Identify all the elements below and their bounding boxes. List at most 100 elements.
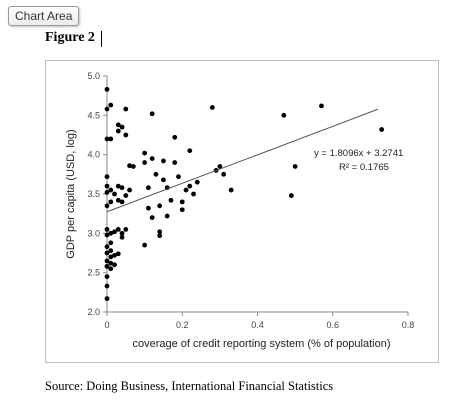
data-point [145,205,151,211]
data-point [221,171,227,177]
data-point [161,158,166,164]
chart-area-button[interactable]: Chart Area [8,6,80,26]
y-tick-label: 3.0 [87,228,100,238]
data-point [157,233,163,239]
data-point [115,122,121,128]
data-point [281,112,287,118]
data-points [104,86,385,302]
data-point [104,190,110,195]
data-point [149,156,155,161]
data-point [292,164,298,169]
data-point [115,128,121,134]
data-point [142,242,148,248]
trendline-equation: y = 1.8096x + 3.2741 [314,148,403,159]
data-point [104,258,110,264]
data-point [123,227,129,232]
y-tick-label: 2.0 [87,307,100,317]
data-point [104,174,110,180]
data-point [104,86,110,92]
data-point [108,248,114,254]
data-point [108,254,114,260]
data-point [149,215,155,221]
data-point [168,197,174,203]
x-axis-label: coverage of credit reporting system (% o… [132,338,390,350]
data-point [104,250,110,256]
data-point [157,203,163,209]
data-point [183,187,189,193]
data-point [179,207,185,213]
data-point [119,124,125,130]
data-point [119,185,125,191]
data-point [108,187,114,193]
data-point [108,199,114,205]
data-point [108,230,114,236]
y-tick-label: 3.5 [87,189,100,199]
data-point [112,252,117,258]
data-point [115,197,121,203]
data-point [123,132,129,138]
data-point [123,193,129,198]
data-point [123,106,129,112]
data-point [119,199,125,205]
x-tick-label: 0.6 [326,320,339,330]
data-point [115,251,121,257]
y-tick-label: 2.5 [87,268,100,278]
x-tick-label: 0.8 [402,320,415,330]
data-point [179,199,185,205]
data-point [172,160,178,165]
x-tick-label: 0.4 [251,320,264,330]
x-tick-label: 0.2 [176,320,189,330]
data-point [104,263,110,269]
data-point [104,296,110,302]
data-point [145,185,151,191]
data-point [104,274,110,279]
data-point [108,102,114,108]
data-point [104,183,110,189]
data-point [108,240,114,246]
y-axis-label: GDP per capita (USD, log) [65,129,77,258]
data-point [104,232,110,238]
data-point [217,164,223,169]
data-point [172,134,178,140]
data-point [161,177,166,183]
data-point [127,163,132,169]
data-point [104,227,110,232]
y-tick-label: 4.5 [87,110,100,120]
data-point [108,260,114,266]
axes: 2.0 2.5 3.0 3.5 4.0 4.5 5.0 0 0.2 0.4 0.6 0.8 [87,71,414,330]
data-point [209,105,215,110]
data-point [108,266,114,272]
data-point [115,227,121,232]
data-point [176,174,181,180]
figure-title: Figure 2 [45,30,95,45]
data-point [112,191,117,197]
data-point [115,183,121,189]
source-note: Source: Doing Business, International Fi… [45,379,334,393]
chart-frame[interactable]: 2.0 2.5 3.0 3.5 4.0 4.5 5.0 0 0.2 0.4 0.6 0.8 GDP p… [45,60,439,363]
data-point [149,111,155,117]
data-point [130,164,136,169]
y-tick-label: 4.0 [87,150,100,160]
data-point [127,187,132,193]
data-point [187,148,193,154]
data-point [153,171,159,177]
y-tick-label: 5.0 [87,71,100,81]
data-point [379,127,385,132]
data-point [157,229,163,235]
trendline-r-squared: R² = 0.1765 [339,162,389,173]
data-point [104,136,110,142]
data-point [104,203,110,209]
text-cursor [101,31,102,47]
scatter-chart: 2.0 2.5 3.0 3.5 4.0 4.5 5.0 0 0.2 0.4 0.6 0.8 GDP p… [65,71,414,350]
data-point [104,106,110,112]
trendline-group [106,108,379,213]
data-point [104,283,110,289]
data-point [194,179,200,185]
data-point [319,103,324,109]
x-tick-label: 0 [104,320,109,330]
trendline [106,108,379,213]
data-point [142,150,148,156]
data-point [142,160,148,165]
data-point [119,230,125,236]
data-point [164,213,170,219]
